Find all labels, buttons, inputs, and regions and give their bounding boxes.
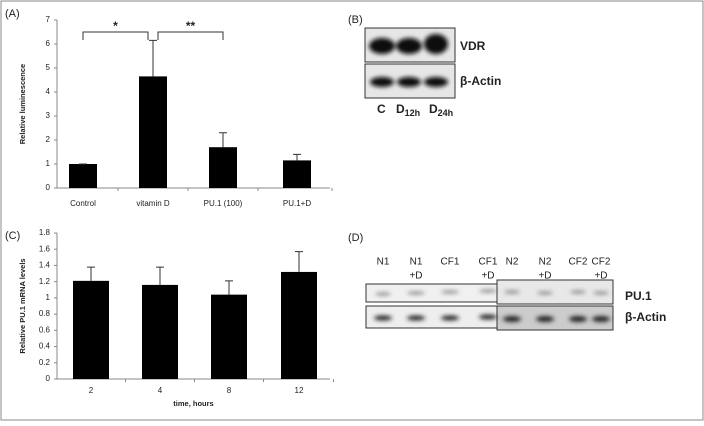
panel-label: (A): [5, 8, 20, 20]
y-tick-label: 5: [46, 63, 51, 72]
blot-d: [365, 279, 614, 331]
y-tick-label: 0.2: [39, 358, 51, 367]
lane-label: N2: [539, 257, 552, 268]
y-tick-label: 0: [46, 374, 51, 383]
error-bar: [87, 266, 95, 281]
error-bar: [225, 280, 233, 295]
significance-bracket: [157, 31, 224, 40]
lane-label: N2: [506, 257, 519, 268]
lane-label: D24h: [429, 102, 453, 118]
error-bar: [219, 132, 227, 148]
bar: [73, 280, 109, 379]
y-tick-label: 1: [46, 293, 51, 302]
bar: [281, 271, 317, 379]
significance-label: **: [186, 19, 196, 33]
y-tick-label: 0.6: [39, 325, 51, 334]
error-bar: [149, 39, 157, 77]
y-axis-label: Relative PU.1 mRNA levels: [18, 258, 27, 353]
lane-label: N1: [410, 257, 423, 268]
y-tick-label: 0: [46, 183, 51, 192]
lane-label: C: [377, 102, 386, 116]
error-bar: [293, 153, 301, 161]
y-tick-label: 0.8: [39, 309, 51, 318]
lane-label: D12h: [396, 102, 420, 118]
lane-label: N1: [377, 257, 390, 268]
bar: [209, 147, 237, 188]
lane-label: CF2: [592, 257, 611, 268]
x-tick-label: vitamin D: [136, 199, 170, 208]
lane-label: +D: [594, 271, 607, 282]
lane-label: +D: [481, 271, 494, 282]
significance-bracket: [82, 31, 149, 40]
y-tick-label: 6: [46, 39, 51, 48]
bar: [283, 160, 311, 188]
x-tick-label: Control: [70, 199, 96, 208]
x-tick-label: 8: [227, 386, 232, 395]
y-tick-label: 1.8: [39, 228, 51, 237]
band-label: PU.1: [625, 289, 652, 303]
y-tick-label: 4: [46, 87, 51, 96]
x-axis-label: time, hours: [173, 399, 213, 408]
y-tick-label: 1.6: [39, 244, 51, 253]
y-tick-label: 2: [46, 135, 51, 144]
band-label: β-Actin: [625, 310, 666, 324]
y-tick-label: 1.4: [39, 261, 51, 270]
y-tick-label: 3: [46, 111, 51, 120]
panel-label: (D): [348, 232, 363, 244]
bar: [69, 164, 97, 188]
x-tick-label: 4: [158, 386, 163, 395]
x-tick-label: PU.1+D: [283, 199, 311, 208]
band-label: β-Actin: [460, 74, 501, 88]
bar: [139, 76, 167, 188]
lane-label: +D: [538, 271, 551, 282]
y-tick-label: 7: [46, 15, 51, 24]
lane-label: +D: [409, 271, 422, 282]
panel-label: (B): [348, 14, 363, 26]
error-bar: [156, 266, 164, 285]
band-label: VDR: [460, 39, 486, 53]
lane-label: CF1: [479, 257, 498, 268]
significance-label: *: [113, 19, 118, 33]
blot-b: [364, 27, 456, 99]
y-axis-label: Relative luminescence: [18, 64, 27, 144]
lane-label: CF2: [569, 257, 588, 268]
panel-label: (C): [5, 230, 20, 242]
x-tick-label: 12: [295, 386, 304, 395]
bar: [211, 294, 247, 379]
x-tick-label: 2: [89, 386, 94, 395]
y-tick-label: 1: [46, 159, 51, 168]
lane-label: CF1: [441, 257, 460, 268]
y-tick-label: 1.2: [39, 277, 51, 286]
error-bar: [295, 251, 303, 272]
x-tick-label: PU.1 (100): [204, 199, 243, 208]
bar: [142, 284, 178, 379]
y-tick-label: 0.4: [39, 342, 51, 351]
